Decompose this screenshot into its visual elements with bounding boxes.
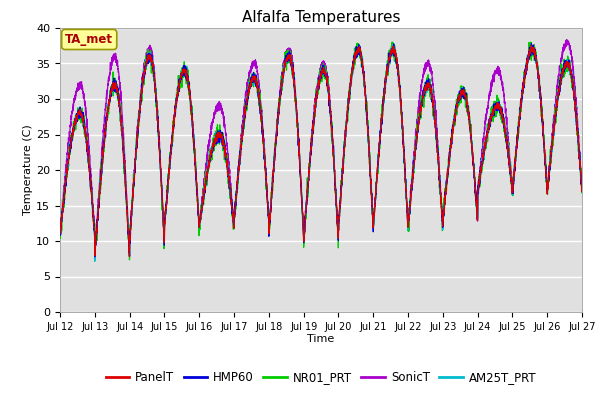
NR01_PRT bbox=[439, 215, 446, 220]
Legend: PanelT, HMP60, NR01_PRT, SonicT, AM25T_PRT: PanelT, HMP60, NR01_PRT, SonicT, AM25T_P… bbox=[101, 366, 541, 389]
PanelT bbox=[468, 137, 475, 142]
PanelT bbox=[302, 217, 309, 222]
PanelT bbox=[151, 72, 158, 77]
AM25T_PRT bbox=[302, 213, 309, 218]
HMP60 bbox=[578, 183, 586, 188]
NR01_PRT bbox=[389, 40, 396, 44]
HMP60 bbox=[91, 254, 98, 259]
AM25T_PRT bbox=[578, 187, 586, 192]
Y-axis label: Temperature (C): Temperature (C) bbox=[23, 125, 34, 215]
PanelT bbox=[578, 180, 585, 185]
SonicT bbox=[563, 37, 570, 42]
HMP60 bbox=[302, 220, 309, 224]
NR01_PRT bbox=[409, 164, 416, 169]
Line: NR01_PRT: NR01_PRT bbox=[60, 42, 582, 260]
HMP60 bbox=[528, 41, 535, 46]
HMP60 bbox=[409, 176, 416, 181]
SonicT bbox=[578, 180, 585, 184]
Line: PanelT: PanelT bbox=[60, 45, 582, 257]
NR01_PRT bbox=[151, 76, 158, 81]
HMP60 bbox=[578, 180, 585, 184]
PanelT bbox=[126, 254, 133, 259]
SonicT bbox=[91, 255, 98, 260]
Title: Alfalfa Temperatures: Alfalfa Temperatures bbox=[242, 10, 400, 26]
PanelT bbox=[528, 43, 535, 48]
SonicT bbox=[151, 68, 158, 73]
AM25T_PRT bbox=[91, 259, 98, 264]
NR01_PRT bbox=[56, 228, 64, 233]
SonicT bbox=[438, 209, 445, 214]
SonicT bbox=[578, 187, 586, 192]
NR01_PRT bbox=[302, 220, 309, 225]
NR01_PRT bbox=[126, 258, 133, 262]
SonicT bbox=[302, 215, 309, 220]
PanelT bbox=[409, 175, 416, 180]
AM25T_PRT bbox=[578, 180, 585, 185]
NR01_PRT bbox=[578, 184, 586, 189]
HMP60 bbox=[468, 141, 475, 146]
AM25T_PRT bbox=[409, 171, 416, 176]
PanelT bbox=[578, 186, 586, 191]
AM25T_PRT bbox=[439, 213, 446, 218]
Line: HMP60: HMP60 bbox=[60, 44, 582, 257]
NR01_PRT bbox=[468, 141, 475, 146]
SonicT bbox=[56, 230, 64, 235]
PanelT bbox=[56, 231, 64, 236]
HMP60 bbox=[438, 208, 445, 212]
AM25T_PRT bbox=[389, 42, 397, 47]
PanelT bbox=[438, 211, 445, 216]
AM25T_PRT bbox=[468, 138, 475, 143]
AM25T_PRT bbox=[151, 72, 158, 76]
NR01_PRT bbox=[578, 181, 585, 186]
Text: TA_met: TA_met bbox=[65, 33, 113, 46]
HMP60 bbox=[56, 230, 64, 234]
HMP60 bbox=[151, 70, 158, 74]
SonicT bbox=[468, 139, 475, 144]
AM25T_PRT bbox=[56, 232, 64, 237]
SonicT bbox=[409, 162, 416, 167]
Line: AM25T_PRT: AM25T_PRT bbox=[60, 45, 582, 261]
Line: SonicT: SonicT bbox=[60, 40, 582, 258]
X-axis label: Time: Time bbox=[307, 334, 335, 344]
